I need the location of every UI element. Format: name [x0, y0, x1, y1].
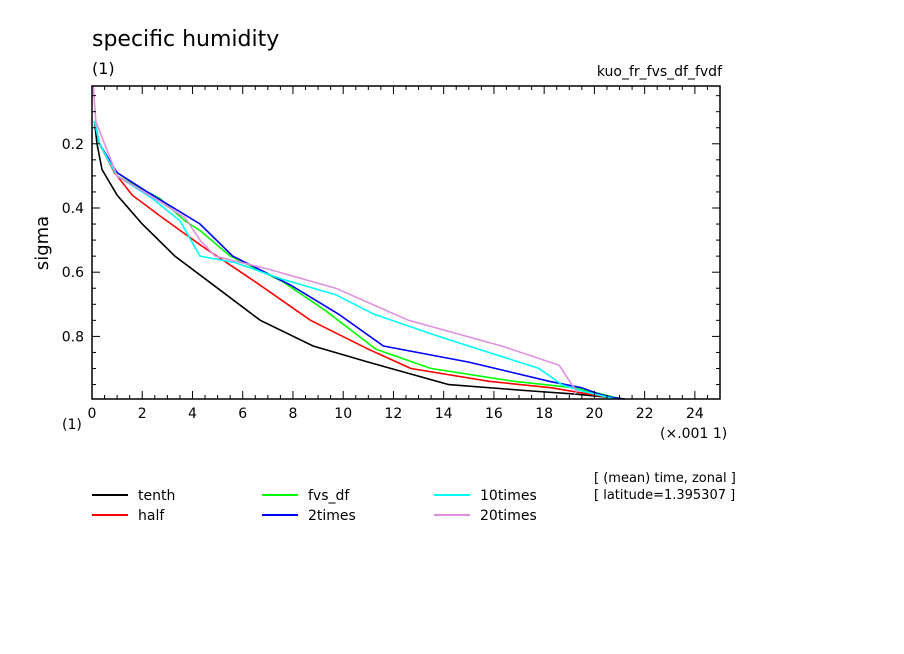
x-tick-label: 16 — [485, 406, 503, 422]
plot-frame — [91, 85, 721, 400]
x-tick-label: 6 — [238, 406, 247, 422]
x-tick-label: 18 — [535, 406, 553, 422]
legend-label-20times: 20times — [480, 508, 537, 524]
legend-label-half: half — [138, 508, 165, 524]
series-line-20times — [92, 85, 578, 395]
x-tick-label: 22 — [636, 406, 654, 422]
legend-label-tenth: tenth — [138, 488, 175, 504]
series-line-2times — [93, 121, 625, 400]
x-tick-label: 24 — [686, 406, 704, 422]
x-units-label: (×.001 1) — [660, 426, 727, 442]
legend-label-10times: 10times — [480, 488, 537, 504]
axis-ticks: 0 2 4 6 8 10 12 14 16 18 20 22 240.20.40.60.8 — [62, 86, 720, 422]
x-tick-label: 2 — [138, 406, 147, 422]
y-units-label: (1) — [62, 417, 82, 433]
y-tick-label: 0.8 — [62, 329, 84, 345]
y-tick-label: 0.6 — [62, 265, 84, 281]
x-tick-label: 10 — [334, 406, 352, 422]
legend: tenth half fvs_df 2times 10times 20times — [92, 488, 537, 524]
series-line-tenth — [93, 121, 620, 400]
chart-title: specific humidity — [92, 27, 279, 52]
units-label: (1) — [92, 59, 115, 78]
x-tick-label: 4 — [188, 406, 197, 422]
x-tick-label: 8 — [288, 406, 297, 422]
note-time: [ (mean) time, zonal ] — [594, 471, 736, 486]
series-line-half — [93, 121, 625, 400]
x-tick-label: 20 — [585, 406, 603, 422]
legend-label-fvs_df: fvs_df — [308, 488, 350, 504]
x-tick-label: 14 — [435, 406, 453, 422]
y-axis-label: sigma — [32, 216, 53, 270]
legend-label-2times: 2times — [308, 508, 356, 524]
experiment-label: kuo_fr_fvs_df_fvdf — [597, 64, 723, 80]
plot-lines — [92, 85, 625, 400]
x-tick-label: 0 — [88, 406, 97, 422]
note-latitude: [ latitude=1.395307 ] — [594, 488, 735, 503]
y-tick-label: 0.2 — [62, 137, 84, 153]
y-tick-label: 0.4 — [62, 201, 84, 217]
x-tick-label: 12 — [385, 406, 403, 422]
series-line-fvs_df — [93, 121, 625, 400]
